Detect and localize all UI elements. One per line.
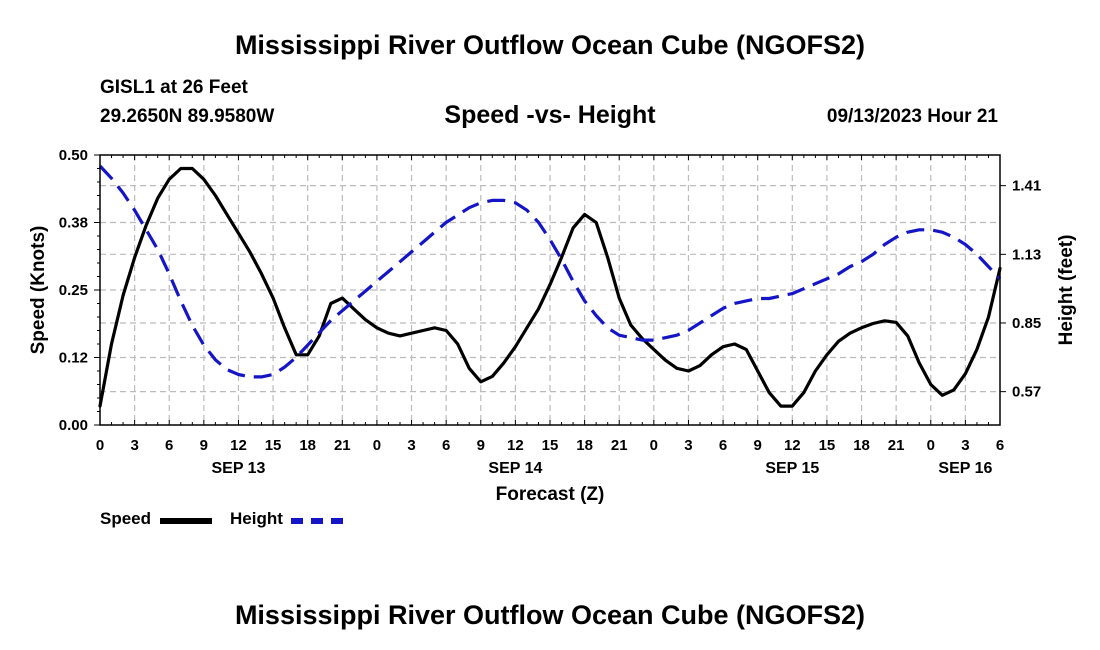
x-tick-label: 3 [130, 437, 138, 454]
x-tick-label: 6 [996, 437, 1004, 454]
x-tick-label: 0 [927, 437, 935, 454]
legend-speed-swatch [160, 518, 212, 524]
x-tick-label: 0 [96, 437, 104, 454]
x-tick-label: 12 [507, 437, 524, 454]
x-tick-label: 0 [373, 437, 381, 454]
legend-speed-label: Speed [100, 509, 152, 528]
y-right-tick-label: 1.13 [1012, 246, 1041, 263]
x-tick-label: 6 [165, 437, 173, 454]
x-day-label: SEP 15 [765, 460, 819, 477]
x-tick-label: 18 [853, 437, 870, 454]
x-tick-label: 18 [299, 437, 316, 454]
x-tick-label: 12 [784, 437, 801, 454]
x-tick-label: 21 [611, 437, 628, 454]
y-right-tick-label: 0.85 [1012, 315, 1041, 332]
x-day-label: SEP 14 [488, 460, 542, 477]
grid [100, 155, 1000, 425]
x-tick-label: 6 [442, 437, 450, 454]
x-tick-label: 21 [888, 437, 905, 454]
y-left-tick-label: 0.00 [59, 417, 88, 434]
y-left-tick-label: 0.25 [59, 282, 88, 299]
x-tick-label: 9 [200, 437, 208, 454]
x-tick-label: 9 [754, 437, 762, 454]
x-day-label: SEP 13 [211, 460, 265, 477]
x-tick-label: 18 [576, 437, 593, 454]
x-axis-label: Forecast (Z) [496, 484, 605, 505]
x-tick-label: 21 [334, 437, 351, 454]
y-left-tick-label: 0.38 [59, 215, 88, 232]
legend-height-swatch [291, 518, 343, 524]
series-layer [98, 164, 1002, 408]
y-axis-label-right: Height (feet) [1056, 235, 1077, 346]
height-line [98, 164, 1002, 379]
station-coordinates: 29.2650N 89.9580W [100, 106, 275, 127]
x-tick-label: 15 [265, 437, 282, 454]
speed-height-chart: 0 3 6 9 12 15 18 21 0 3 6 9 12 15 18 21 0 3 6 9 12 15 18 21 0 3 6S… [28, 147, 1077, 505]
axes: 0 3 6 9 12 15 18 21 0 3 6 9 12 15 18 21 0 3 6 9 12 15 18 21 0 3 6S… [59, 147, 1041, 477]
y-left-tick-label: 0.12 [59, 350, 88, 367]
x-tick-label: 3 [684, 437, 692, 454]
x-tick-label: 0 [650, 437, 658, 454]
forecast-datetime: 09/13/2023 Hour 21 [826, 106, 998, 127]
y-right-tick-label: 1.41 [1012, 178, 1041, 195]
x-tick-label: 3 [961, 437, 969, 454]
y-axis-label-left: Speed (Knots) [28, 226, 49, 355]
x-tick-label: 15 [542, 437, 559, 454]
legend-height-label: Height [230, 509, 283, 528]
chart-title-bottom: Mississippi River Outflow Ocean Cube (NG… [234, 600, 866, 630]
x-tick-label: 9 [477, 437, 485, 454]
station-label: GISL1 at 26 Feet [100, 77, 248, 98]
speed-line [98, 166, 1002, 408]
x-tick-label: 3 [407, 437, 415, 454]
chart-title: Mississippi River Outflow Ocean Cube (NG… [234, 30, 866, 60]
x-tick-label: 12 [230, 437, 247, 454]
x-tick-label: 15 [819, 437, 836, 454]
x-tick-label: 6 [719, 437, 727, 454]
x-day-label: SEP 16 [938, 460, 992, 477]
y-right-tick-label: 0.57 [1012, 384, 1041, 401]
chart-subtitle: Speed -vs- Height [444, 101, 656, 129]
y-left-tick-label: 0.50 [59, 147, 88, 164]
